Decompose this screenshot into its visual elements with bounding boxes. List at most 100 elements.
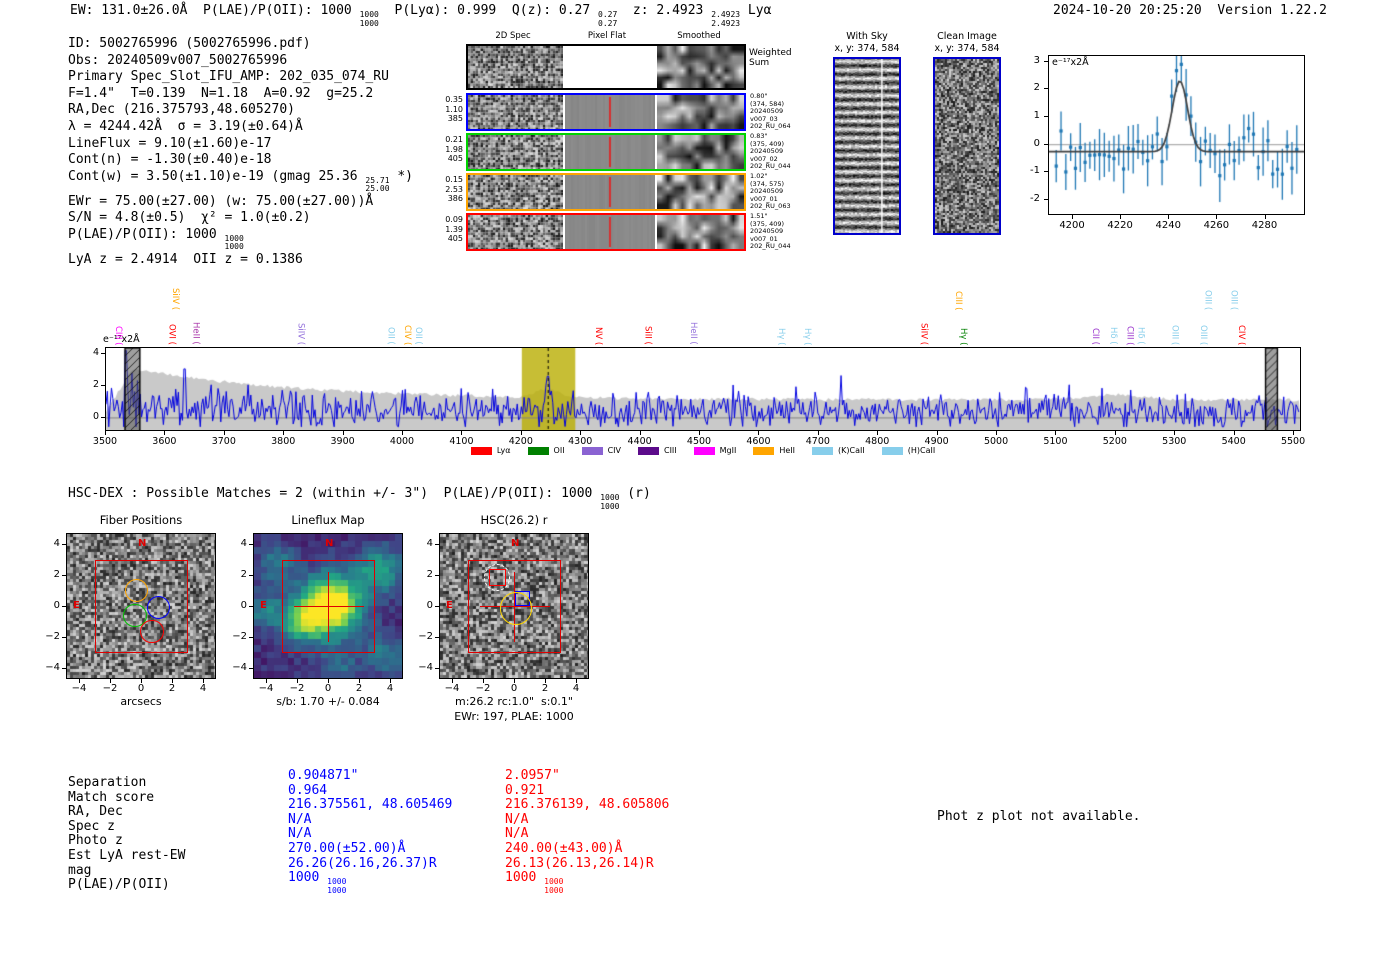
- info-line: P(LAE)/P(OII): 1000 1000 1000: [68, 227, 413, 252]
- summary-header-fraction: 1000 1000: [360, 10, 379, 28]
- spec2d-right-value: 202_RU_044: [750, 242, 791, 251]
- tick-mark: [877, 431, 879, 435]
- info-line-text: λ = 4244.42Å σ = 3.19(±0.64)Å: [68, 118, 303, 134]
- spec2d-right-value: (374, 575): [750, 179, 785, 188]
- match-table-value: N/A: [505, 812, 528, 827]
- spec2d-row-left-label: 0.09 1.39 405: [436, 215, 463, 244]
- match-table-row-label: Photo z: [68, 833, 123, 849]
- match-table-value-text: N/A: [505, 811, 529, 827]
- emission-line-label: Hγ (: [957, 281, 968, 345]
- legend-label: (H)CaII: [907, 446, 936, 455]
- match-table-row-label: Spec z: [68, 818, 115, 834]
- tick-label: 2: [240, 569, 247, 580]
- tick-mark: [817, 431, 819, 435]
- legend-label: HeII: [779, 446, 796, 455]
- emission-line-label-text: HeII (: [688, 322, 699, 345]
- emission-line-label: OIII (: [1197, 281, 1208, 345]
- catalog-marker-circle: [499, 592, 533, 625]
- tick-label: 4700: [805, 436, 830, 447]
- info-line: λ = 4244.42Å σ = 3.19(±0.64)Å: [68, 119, 413, 136]
- tick-mark: [461, 431, 463, 435]
- match-table-value: 1000 1000 1000: [505, 870, 563, 895]
- hsc-dex-header-fraction: 1000 1000: [600, 493, 620, 511]
- spec2d-right-value: v007_01: [750, 194, 778, 203]
- emission-line-label: Hδ (: [1134, 281, 1145, 345]
- spec2d-col-title: Pixel Flat: [587, 31, 627, 41]
- tick-label: 4: [386, 683, 394, 694]
- hsc-dex-header-text: HSC-DEX : Possible Matches = 2 (within +…: [68, 486, 601, 501]
- emission-line-label: NV (: [592, 281, 603, 345]
- spec2d-row-left-label: 0.21 1.98 405: [436, 135, 463, 164]
- info-line: Obs: 20240509v007_5002765996: [68, 53, 413, 70]
- match-table-value-text: 1000: [505, 870, 545, 886]
- aperture-box: [94, 559, 188, 653]
- fiber-circle: [140, 620, 164, 644]
- tick-label: 4: [53, 538, 60, 549]
- tick-label: 2: [53, 569, 60, 580]
- info-line-fraction: 1000 1000: [225, 234, 244, 252]
- emission-line-label-text: CII (: [1090, 328, 1101, 345]
- summary-header-fraction-bottom: 0.27: [598, 18, 618, 28]
- emission-line-label-text: Hδ (: [1135, 327, 1146, 345]
- match-table-value-text: 0.964: [288, 782, 328, 798]
- tick-label: 4500: [686, 436, 712, 447]
- tick-mark: [1044, 199, 1048, 201]
- emission-line-label: OIII (: [1228, 246, 1239, 310]
- emission-line-label-text: OIII (: [1228, 289, 1239, 310]
- spec2d-right-value: 20240509: [750, 187, 784, 196]
- spec2d-strip-flat: [565, 215, 655, 249]
- tick-label: 2: [541, 683, 549, 694]
- match-table-value-text: 26.13(26.13,26.14)R: [505, 855, 654, 871]
- tick-label: 3500: [92, 436, 118, 447]
- tick-label: 0: [1033, 137, 1040, 149]
- tick-label: 2: [426, 569, 433, 580]
- tick-label: 0: [426, 600, 433, 611]
- summary-header-text: P(Lyα): 0.999 Q(z): 0.27: [378, 3, 599, 18]
- weighted-sum-label-line: Weighted: [749, 48, 792, 58]
- tick-mark: [1055, 431, 1057, 435]
- spec2d-row-right-label: 1.51" (375, 409) 20240509 v007_01 202_RU_044: [750, 212, 791, 251]
- datetime-version: 2024-10-20 20:25:20 Version 1.22.2: [1053, 3, 1327, 18]
- summary-header-fraction-top: 2.4923: [711, 10, 741, 19]
- info-line-fraction-top: 25.71: [365, 175, 390, 185]
- tick-mark: [435, 544, 439, 545]
- tick-mark: [435, 575, 439, 576]
- tick-label: 2: [1033, 82, 1040, 94]
- legend-item: OII: [527, 446, 565, 455]
- spec2d-right-value: 20240509: [750, 227, 784, 236]
- spec2d-strip-smooth: [657, 46, 744, 88]
- tick-mark: [249, 668, 253, 669]
- spec2d-strip-flat: [565, 175, 655, 209]
- match-table-value: N/A: [288, 826, 311, 841]
- info-line-text: Cont(w) = 3.50(±1.10)e-19 (gmag 25.36: [68, 168, 366, 184]
- spec2d-right-value: 202_RU_064: [750, 122, 791, 131]
- sky-cutout-canvas: [835, 59, 899, 233]
- legend-label: (K)CaII: [838, 446, 865, 455]
- emission-line-label-text: Hδ (: [1108, 327, 1119, 345]
- tick-label: 3900: [330, 436, 355, 447]
- emission-line-label-text: Hγ (: [957, 327, 968, 345]
- tick-label: 4: [572, 683, 580, 694]
- tick-mark: [936, 431, 938, 435]
- emission-line-label-text: SiIV (: [295, 322, 306, 345]
- emission-line-label-text: NV (: [593, 326, 604, 345]
- match-table-value: 0.921: [505, 783, 544, 798]
- match-table-value: N/A: [288, 812, 311, 827]
- tick-label: 0: [510, 683, 518, 694]
- info-line-text: F=1.4" T=0.139 N=1.18 A=0.92 g=25.2: [68, 85, 374, 101]
- tick-label: 0: [92, 410, 99, 422]
- info-line-text: EWr = 75.00(±27.00) (w: 75.00(±27.00))Å: [68, 193, 374, 209]
- spec2d-row-left-label: 0.35 1.10 385: [436, 95, 463, 124]
- match-table-value: 1000 1000 1000: [288, 870, 346, 895]
- legend-swatch: [812, 446, 834, 455]
- legend-item: MgII: [693, 446, 736, 455]
- legend-item: HeII: [753, 446, 795, 455]
- emission-line-label-text: SiIV (: [918, 322, 929, 345]
- tick-label: −4: [444, 683, 460, 694]
- tick-mark: [545, 679, 546, 683]
- fiber-circle: [146, 596, 170, 620]
- hsc-dex-header-fraction-top: 1000: [600, 493, 620, 502]
- tick-mark: [249, 637, 253, 638]
- emission-line-label: OII (: [385, 281, 396, 345]
- spec2d-strip-smooth: [657, 175, 744, 209]
